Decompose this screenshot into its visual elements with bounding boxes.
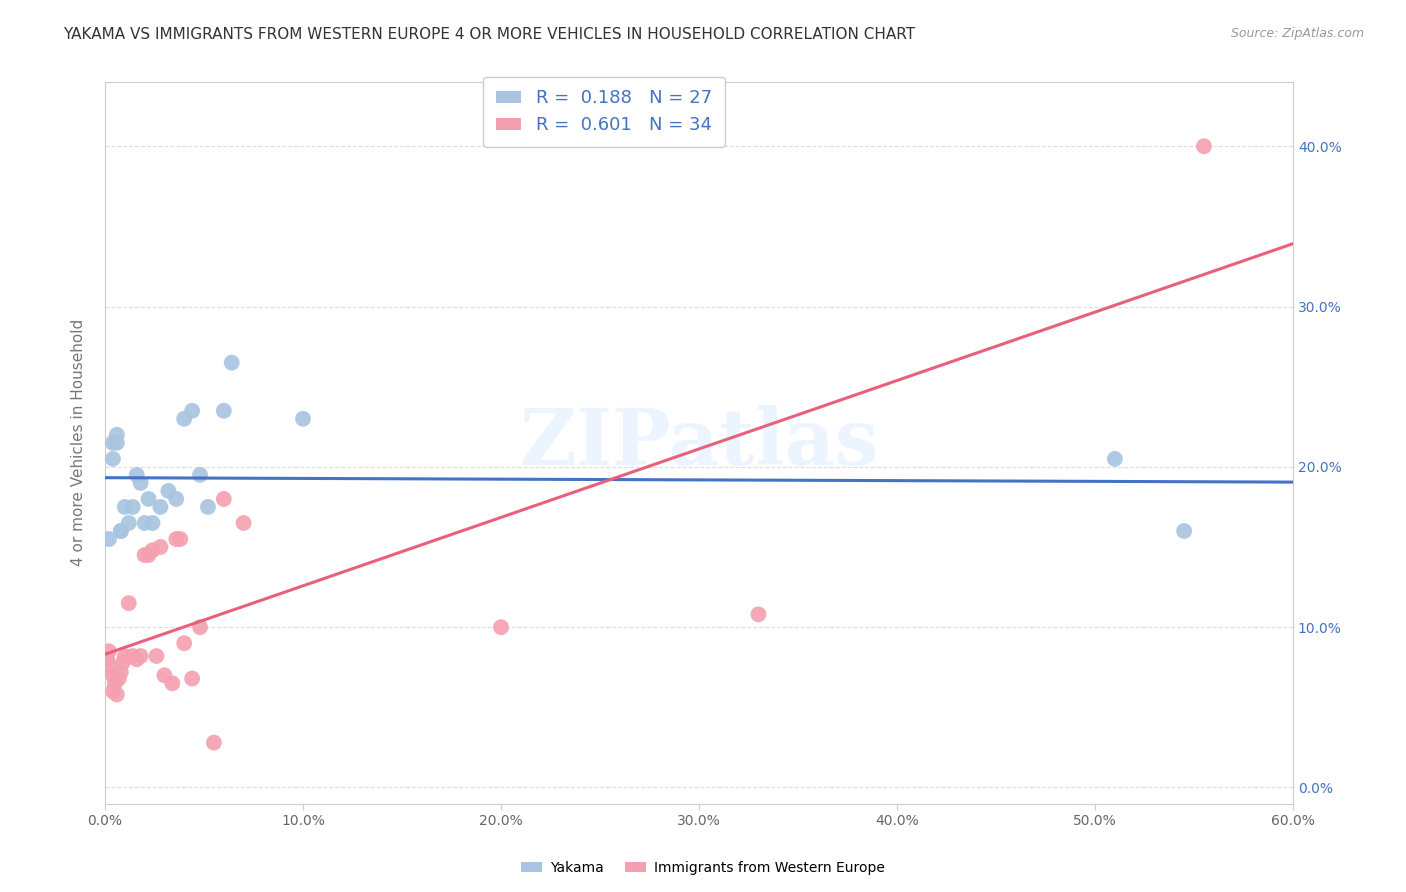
Point <box>97 644 120 658</box>
Point <box>101 451 124 466</box>
Point <box>181 404 204 418</box>
Point <box>101 435 124 450</box>
Point <box>114 648 136 663</box>
Point <box>188 467 211 482</box>
Point <box>141 543 163 558</box>
Point <box>181 672 204 686</box>
Point <box>105 427 128 442</box>
Text: ZIPatlas: ZIPatlas <box>519 405 879 481</box>
Point <box>114 500 136 514</box>
Point <box>110 665 132 679</box>
Point <box>134 516 156 530</box>
Text: YAKAMA VS IMMIGRANTS FROM WESTERN EUROPE 4 OR MORE VEHICLES IN HOUSEHOLD CORRELA: YAKAMA VS IMMIGRANTS FROM WESTERN EUROPE… <box>63 27 915 42</box>
Point <box>105 435 128 450</box>
Point <box>1192 139 1215 153</box>
Point <box>153 668 176 682</box>
Point <box>165 532 187 546</box>
Point <box>169 532 191 546</box>
Point <box>134 548 156 562</box>
Point <box>96 652 118 666</box>
Point <box>212 491 235 506</box>
Point <box>138 491 160 506</box>
Point <box>747 607 769 622</box>
Point <box>141 516 163 530</box>
Point <box>157 483 180 498</box>
Point <box>129 648 152 663</box>
Point <box>110 524 132 538</box>
Point <box>145 648 167 663</box>
Point <box>489 620 512 634</box>
Point <box>100 660 122 674</box>
Point <box>108 672 131 686</box>
Point <box>292 411 315 425</box>
Point <box>1104 451 1126 466</box>
Point <box>188 620 211 634</box>
Point <box>118 596 141 610</box>
Text: Source: ZipAtlas.com: Source: ZipAtlas.com <box>1230 27 1364 40</box>
Point <box>197 500 219 514</box>
Legend: Yakama, Immigrants from Western Europe: Yakama, Immigrants from Western Europe <box>516 855 890 880</box>
Point <box>125 467 148 482</box>
Point <box>173 411 195 425</box>
Point <box>101 668 124 682</box>
Point <box>232 516 254 530</box>
Point <box>149 500 172 514</box>
Point <box>173 636 195 650</box>
Point <box>165 491 187 506</box>
Point <box>111 656 134 670</box>
Point <box>1173 524 1195 538</box>
Point <box>221 356 243 370</box>
Point <box>121 500 143 514</box>
Point <box>125 652 148 666</box>
Point <box>104 676 127 690</box>
Point <box>212 404 235 418</box>
Point <box>202 736 225 750</box>
Point <box>105 688 128 702</box>
Point <box>121 648 143 663</box>
Point <box>96 652 118 666</box>
Point <box>129 475 152 490</box>
Point <box>110 524 132 538</box>
Point <box>97 532 120 546</box>
Legend: R =  0.188   N = 27, R =  0.601   N = 34: R = 0.188 N = 27, R = 0.601 N = 34 <box>484 77 724 147</box>
Point <box>118 516 141 530</box>
Point <box>162 676 184 690</box>
Point <box>149 540 172 554</box>
Y-axis label: 4 or more Vehicles in Household: 4 or more Vehicles in Household <box>72 319 86 566</box>
Point <box>101 684 124 698</box>
Point <box>138 548 160 562</box>
